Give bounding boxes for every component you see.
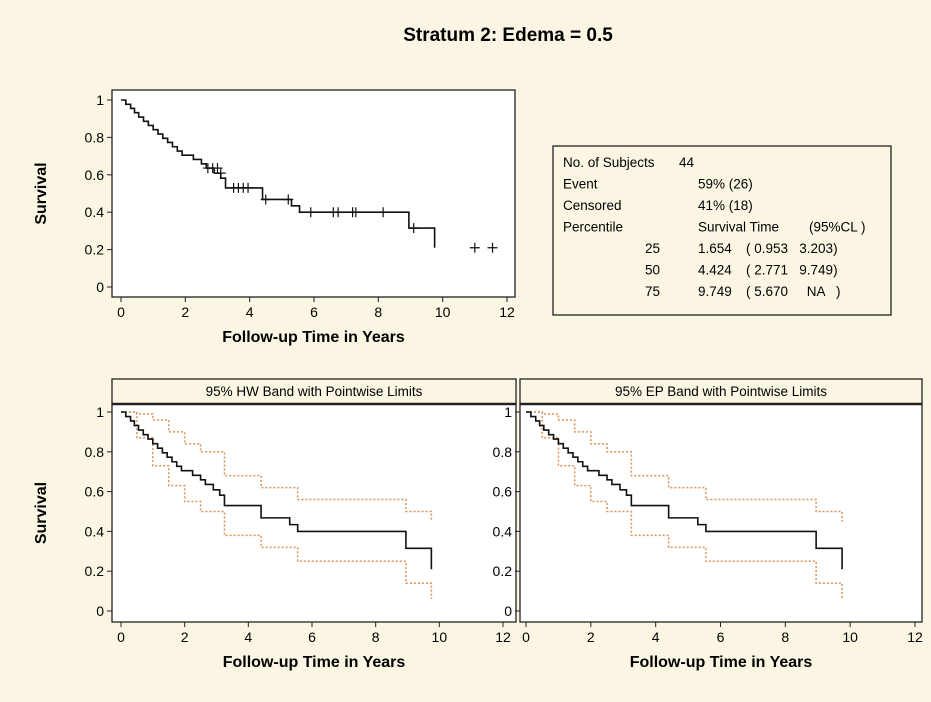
y-tick-label: 0.4 [493,523,513,539]
survival-curve [526,411,843,570]
summary-row-label: 25 [645,241,660,256]
x-tick-label: 8 [781,629,789,645]
survival-curve [121,99,436,248]
x-tick-label: 8 [374,304,382,320]
summary-table: No. of Subjects 44 Event 59% (26) Censored 41… [552,145,892,316]
summary-row-ci: ( 0.953 3.203) [746,241,838,256]
y-axis-label: Survival [33,162,50,224]
summary-row-value: Survival Time [698,220,779,235]
summary-row-value: 44 [679,155,695,170]
x-tick-label: 2 [587,629,595,645]
y-tick-label: 0.6 [85,167,105,183]
censor-mark [305,207,316,218]
y-axis-label: Survival [33,482,50,544]
y-tick-label: 0 [504,603,512,619]
summary-row-ci: (95%CL ) [809,220,866,235]
y-tick-label: 0.6 [85,484,105,500]
summary-row-label: 50 [645,263,660,278]
y-tick-label: 0.4 [85,523,105,539]
y-tick-label: 0.4 [85,204,105,220]
censor-mark [350,207,361,218]
summary-row-label: Percentile [563,220,623,235]
censor-mark [212,163,223,174]
y-tick-label: 1 [504,404,512,420]
summary-row-ci: ( 2.771 9.749) [746,263,838,278]
summary-row-label: 75 [645,284,660,299]
x-tick-label: 6 [717,629,725,645]
confidence-limit-upper [121,411,433,522]
censor-mark [469,242,480,253]
x-tick-label: 4 [244,629,252,645]
panel-header-ep [519,378,923,405]
x-tick-label: 4 [246,304,254,320]
x-tick-label: 0 [117,629,125,645]
summary-row-value: 59% (26) [698,177,753,192]
y-tick-label: 0.6 [493,484,513,500]
summary-row-label: Event [563,177,598,192]
y-tick-label: 0 [96,279,104,295]
summary-row-label: Censored [563,198,622,213]
x-tick-label: 10 [432,629,448,645]
confidence-limit-lower [526,411,843,600]
x-tick-label: 0 [522,629,530,645]
censor-mark [243,182,254,193]
y-tick-label: 0.2 [85,563,105,579]
x-tick-label: 8 [372,629,380,645]
x-tick-label: 12 [907,629,923,645]
x-axis-label: Follow-up Time in Years [222,329,405,346]
x-tick-label: 12 [499,304,515,320]
censor-mark [487,242,498,253]
x-tick-label: 0 [117,304,125,320]
y-tick-label: 0.8 [85,444,105,460]
y-tick-label: 1 [96,92,104,108]
summary-table-frame [552,145,892,316]
summary-row-ci: ( 5.670 NA ) [746,284,841,299]
figure-title: Stratum 2: Edema = 0.5 [403,25,613,46]
censor-mark [215,168,226,179]
plot-area-hw [111,403,517,623]
summary-row-value: 4.424 [698,263,732,278]
x-tick-label: 12 [495,629,511,645]
y-tick-label: 0.8 [493,444,513,460]
censor-mark [378,207,389,218]
survival-curve [121,411,433,570]
x-tick-label: 6 [308,629,316,645]
censor-mark [408,223,419,234]
x-tick-label: 2 [181,629,189,645]
y-tick-label: 1 [96,404,104,420]
x-tick-label: 10 [435,304,451,320]
x-axis-label: Follow-up Time in Years [223,654,406,671]
y-tick-label: 0.8 [85,129,105,145]
confidence-limit-upper [526,411,843,522]
x-tick-label: 2 [181,304,189,320]
x-axis-label: Follow-up Time in Years [630,654,813,671]
x-tick-label: 6 [310,304,318,320]
censor-mark [260,194,271,205]
plot-area-ep [519,403,923,623]
summary-row-label: No. of Subjects [563,155,655,170]
panel-title-hw: 95% HW Band with Pointwise Limits [206,384,423,399]
plot-ep: 95% EP Band with Pointwise Limits 0 0.2 0.4… [493,378,923,671]
y-tick-label: 0.2 [493,563,513,579]
y-tick-label: 0.2 [85,242,105,258]
plot-area-top [111,89,516,298]
summary-row-value: 41% (18) [698,198,753,213]
panel-title-ep: 95% EP Band with Pointwise Limits [615,384,827,399]
summary-row-value: 9.749 [698,284,732,299]
x-tick-label: 4 [652,629,660,645]
x-tick-label: 10 [842,629,858,645]
y-tick-label: 0 [96,603,104,619]
plot-hw: 95% HW Band with Pointwise Limits 0 0.2 0.4… [33,378,517,671]
summary-row-value: 1.654 [698,241,732,256]
censor-mark [283,194,294,205]
censor-mark [333,207,344,218]
